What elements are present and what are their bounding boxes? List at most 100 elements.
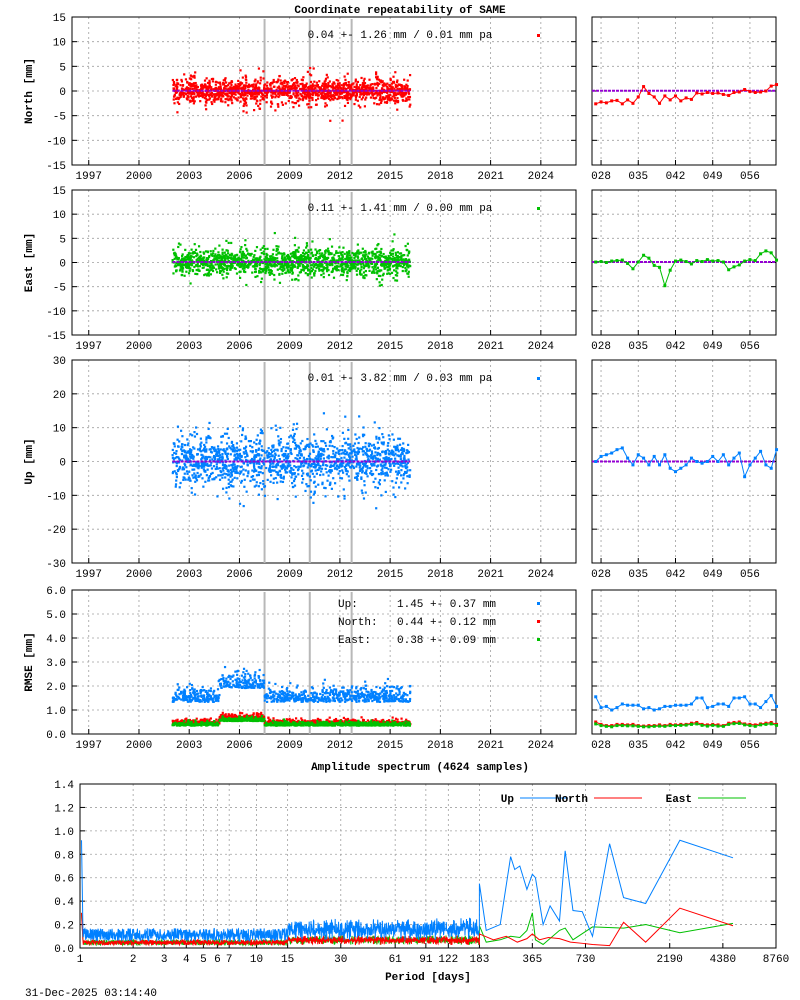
data-point [190, 78, 193, 81]
data-point [299, 98, 302, 101]
data-point [199, 450, 203, 453]
data-point [244, 435, 247, 438]
data-point [244, 437, 247, 441]
data-point [269, 257, 272, 260]
data-point [357, 462, 360, 465]
data-point [279, 475, 282, 478]
data-point [336, 82, 340, 85]
data-point [188, 99, 192, 102]
data-point [352, 82, 355, 85]
data-point [354, 262, 357, 265]
data-point [244, 86, 247, 90]
data-point [270, 269, 273, 273]
data-point [226, 98, 230, 101]
recent-series-line [595, 84, 777, 105]
data-point [184, 457, 187, 460]
data-point [182, 468, 186, 471]
data-point [218, 454, 222, 457]
data-point [358, 415, 361, 418]
recent-point [636, 95, 640, 99]
recent-point [759, 252, 763, 256]
data-point [222, 277, 225, 280]
data-point [251, 446, 254, 449]
data-point [294, 249, 297, 252]
data-point [173, 93, 176, 96]
data-point [391, 95, 394, 98]
data-point [389, 272, 392, 275]
data-point [294, 475, 297, 478]
data-point [328, 80, 331, 83]
data-point [316, 468, 319, 472]
data-point [283, 465, 286, 468]
data-point [357, 262, 360, 265]
x-tick-label: 056 [740, 341, 760, 353]
data-point [289, 469, 292, 472]
data-point [284, 102, 287, 105]
data-point [242, 468, 245, 471]
data-point [364, 92, 367, 95]
data-point [247, 259, 250, 262]
recent-point [764, 463, 768, 467]
data-point [231, 253, 234, 256]
data-point [230, 90, 234, 93]
data-point [231, 463, 234, 466]
data-point [173, 470, 176, 473]
plot-frame [71, 589, 577, 735]
data-point [340, 477, 344, 480]
data-point [347, 428, 350, 432]
data-point [209, 448, 212, 451]
data-point [309, 465, 312, 468]
data-point [203, 273, 206, 277]
data-point [299, 465, 302, 468]
data-point [379, 89, 382, 92]
data-point [213, 96, 216, 100]
data-point [273, 257, 277, 260]
data-point [233, 257, 236, 260]
data-point [289, 471, 292, 474]
data-point [298, 446, 301, 450]
data-point [185, 97, 188, 100]
data-point [180, 452, 184, 456]
data-point [200, 258, 203, 262]
y-tick-label: 6.0 [46, 586, 66, 598]
data-point [247, 263, 250, 266]
data-point [210, 86, 213, 89]
data-point [264, 451, 267, 454]
data-point [384, 449, 388, 453]
data-point [332, 477, 335, 480]
data-point [181, 466, 184, 469]
data-point [260, 488, 263, 491]
data-point [215, 463, 218, 466]
data-point [186, 472, 189, 475]
data-point [316, 462, 320, 465]
data-point [299, 450, 302, 453]
data-point [216, 271, 219, 274]
data-point [173, 254, 176, 257]
data-point [243, 452, 246, 455]
data-point [323, 486, 326, 489]
data-point [187, 90, 190, 93]
data-point [186, 461, 189, 464]
data-point [211, 252, 215, 255]
data-point [284, 271, 287, 275]
data-point [397, 470, 400, 473]
data-point [378, 281, 381, 284]
data-point [243, 260, 246, 263]
y-tick-label: -15 [46, 331, 66, 343]
data-point [233, 463, 236, 466]
data-point [213, 100, 216, 103]
data-point [191, 91, 194, 95]
data-point [406, 469, 409, 472]
data-point [314, 99, 318, 102]
data-point [370, 450, 374, 453]
data-point [372, 267, 375, 271]
data-point [239, 425, 242, 428]
data-point [226, 252, 230, 255]
data-point [216, 258, 219, 261]
data-point [278, 87, 281, 90]
data-point [343, 96, 347, 99]
data-point [233, 458, 236, 461]
y-tick-label: 10 [53, 210, 66, 222]
data-point [230, 93, 234, 96]
